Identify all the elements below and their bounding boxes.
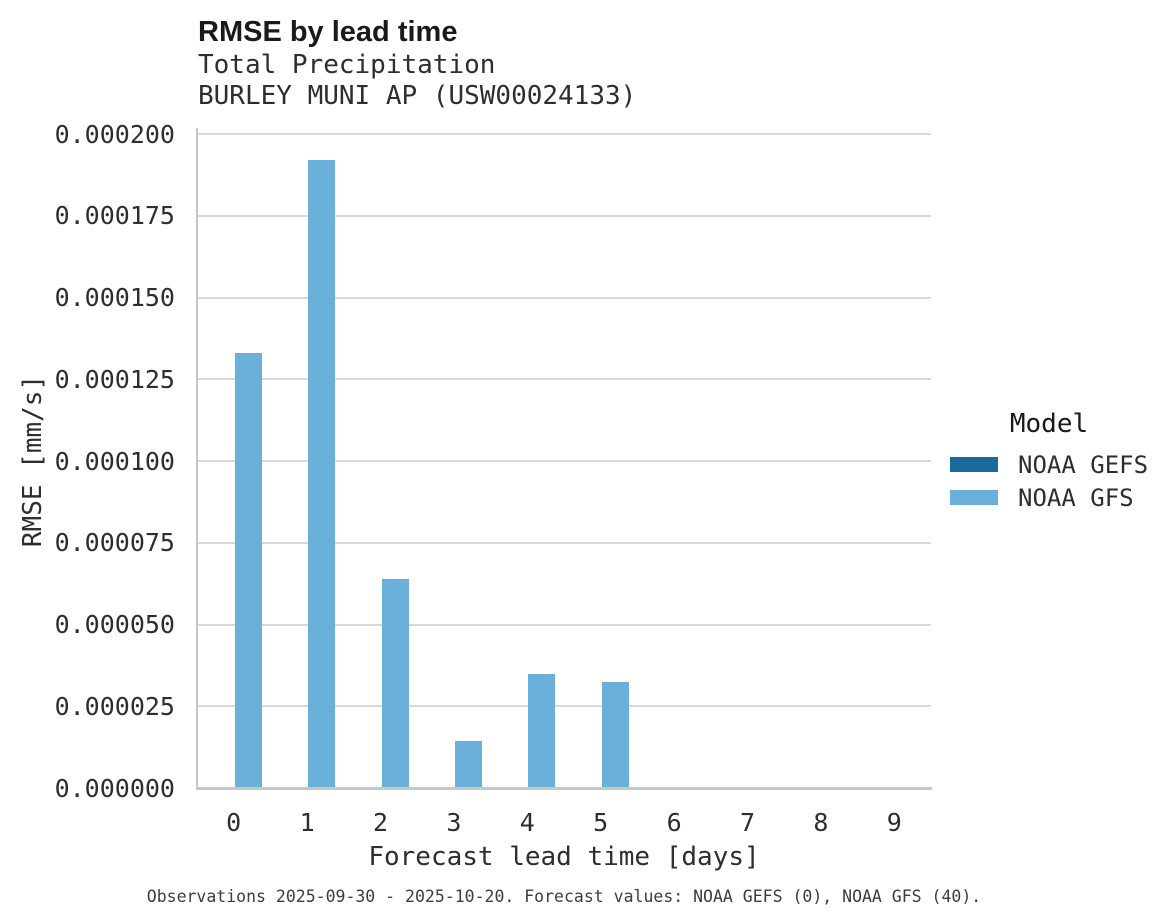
y-tick-label: 0.000025 <box>54 691 175 721</box>
bar-noaa-gfs-lead-4 <box>528 673 556 788</box>
y-tick-label: 0.000125 <box>54 364 175 394</box>
gridline <box>197 133 931 135</box>
legend-label-noaa-gefs: NOAA GEFS <box>1018 450 1149 479</box>
y-tick-label: 0.000000 <box>54 773 175 803</box>
legend-title: Model <box>1009 409 1089 439</box>
x-tick-label-6: 6 <box>666 808 682 837</box>
gridline <box>197 214 931 217</box>
x-tick-label-4: 4 <box>519 808 535 837</box>
x-tick-label-8: 8 <box>813 808 829 837</box>
x-tick-label-9: 9 <box>886 808 902 837</box>
y-tick-label: 0.000150 <box>54 283 175 312</box>
chart-title: RMSE by lead time <box>198 16 458 48</box>
x-tick-label-7: 7 <box>739 808 756 837</box>
subtitle-station: BURLEY MUNI AP (USW00024133) <box>198 81 637 111</box>
y-axis-title: RMSE [mm/s] <box>18 374 48 548</box>
x-tick-label-0: 0 <box>226 808 242 837</box>
y-tick-label: 0.000050 <box>54 610 175 639</box>
x-tick-label-3: 3 <box>446 808 462 837</box>
x-axis-title: Forecast lead time [days] <box>368 842 760 872</box>
y-tick-label: 0.000075 <box>54 528 175 558</box>
y-tick-label: 0.000200 <box>54 119 175 149</box>
bar-noaa-gfs-lead-1 <box>308 160 336 788</box>
bar-noaa-gfs-lead-2 <box>381 578 409 788</box>
bar-noaa-gfs-lead-0 <box>234 353 262 788</box>
gridline <box>197 460 931 462</box>
gridline <box>197 541 931 544</box>
subtitle-variable: Total Precipitation <box>198 50 496 80</box>
gridline <box>197 623 931 626</box>
x-tick-label-1: 1 <box>299 808 315 837</box>
gridline <box>197 296 931 299</box>
legend-swatch-noaa-gefs <box>950 457 998 472</box>
legend-item-noaa-gfs: NOAA GFS <box>950 481 1160 514</box>
x-axis-line <box>196 787 932 790</box>
legend-label-noaa-gfs: NOAA GFS <box>1018 483 1134 512</box>
y-tick-label: 0.000100 <box>54 446 175 476</box>
legend: Model NOAA GEFS NOAA GFS <box>950 408 1160 514</box>
bar-noaa-gfs-lead-3 <box>454 740 482 788</box>
x-tick-label-2: 2 <box>372 808 389 837</box>
gridline <box>197 378 931 381</box>
legend-item-noaa-gefs: NOAA GEFS <box>950 448 1160 481</box>
gridline <box>197 705 931 708</box>
bar-noaa-gfs-lead-5 <box>601 681 629 788</box>
chart-subtitle: Total Precipitation BURLEY MUNI AP (USW0… <box>198 50 636 112</box>
x-tick-label-5: 5 <box>593 808 609 837</box>
y-axis-spine <box>196 128 198 790</box>
legend-swatch-noaa-gfs <box>950 490 998 505</box>
footer-caption: Observations 2025-09-30 - 2025-10-20. Fo… <box>146 887 982 906</box>
y-tick-label: 0.000175 <box>54 201 175 231</box>
